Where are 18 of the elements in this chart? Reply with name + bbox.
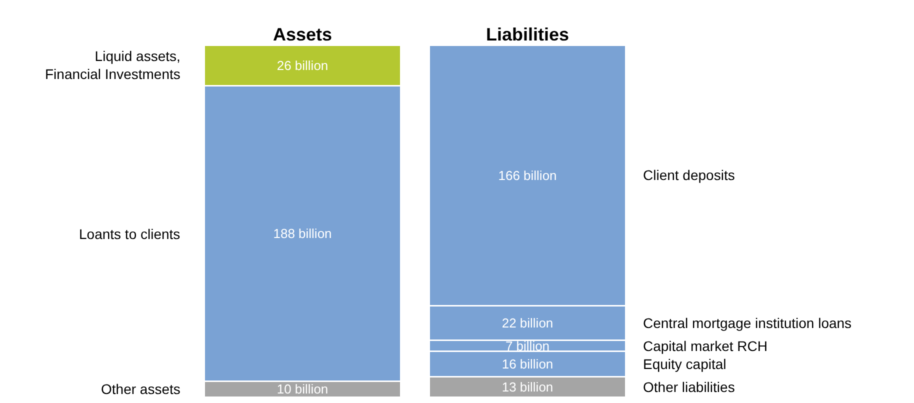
series-label: Capital market RCH (643, 338, 768, 354)
series-label: Central mortgage institution loans (643, 315, 852, 331)
data-label: 188 billion (273, 226, 332, 242)
data-label: 166 billion (498, 168, 557, 183)
series-label: Other liabilities (643, 379, 735, 395)
series-label: Liquid assets, Financial Investments (45, 48, 180, 82)
data-label: 7 billion (505, 338, 550, 354)
data-label: 22 billion (502, 316, 554, 331)
data-label: 10 billion (276, 382, 328, 397)
data-label: 26 billion (276, 58, 328, 73)
x-tick-label: Assets (272, 24, 332, 44)
x-tick-label: Liabilities (486, 24, 570, 44)
data-label: 16 billion (502, 356, 554, 372)
series-label: Other assets (101, 381, 180, 397)
series-label: Client deposits (643, 167, 735, 183)
series-label: Loants to clients (79, 226, 180, 242)
data-label: 13 billion (502, 379, 554, 394)
series-label: Equity capital (643, 356, 726, 372)
